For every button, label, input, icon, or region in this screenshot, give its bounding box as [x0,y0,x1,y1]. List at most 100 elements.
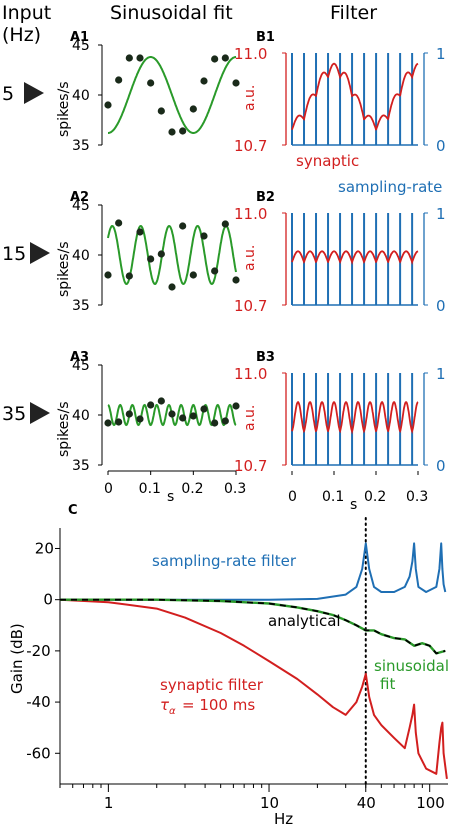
y-tick-label: 45 [72,358,90,374]
sample-point [221,54,229,62]
sample-point [168,128,176,136]
y-tick-label: -60 [26,744,51,762]
sample-point [147,79,155,87]
col-a-title: Sinusoidal fit [110,2,233,24]
synaptic-trace-line [291,250,419,265]
sample-point [221,417,229,425]
input-arrow-icon [30,242,50,264]
panels-a: A1 35 40 45 spikes/s A2 35 40 45 spikes/s A3 35 40 45… [56,30,246,505]
y-tick-label: 35 [72,138,90,154]
sample-point [200,232,208,240]
y-tick-label: 40 [72,408,90,424]
input-arrow-icon [24,82,44,104]
x-tick-label: 0 [104,481,113,497]
sinusoidal-fit-line [108,56,236,134]
sample-point [200,77,208,85]
annot-sinusoidal: sinusoidal [374,657,449,675]
sample-point [157,107,165,115]
sample-point [136,415,144,423]
sample-point [189,271,197,279]
series-analytical-line [60,598,446,655]
panel-a1: A1 35 40 45 spikes/s [56,30,240,154]
y-tick-label: -40 [26,693,51,711]
x-tick-label: 40 [357,794,376,812]
sample-point [189,105,197,113]
x-axis-label: Hz [274,810,293,824]
y-axis-label: spikes/s [56,401,72,457]
x-tick-label: 0.1 [322,489,344,505]
sample-point [179,127,187,135]
x-axis-label: s [350,497,357,513]
right-tick-label: 1 [436,205,446,223]
input-frequency-35: 35 [2,403,26,425]
panel-a3: A3 35 40 45 spikes/s 0 0.1 0.2 0.3 s [56,350,246,505]
panel-label: B3 [256,350,275,365]
sample-point [115,76,123,84]
sample-point [125,272,133,280]
sample-point [211,419,219,427]
y-tick-label: 35 [72,458,90,474]
sample-point [115,418,123,426]
left-tick-label: 10.7 [234,297,267,315]
sample-point [221,220,229,228]
left-axis-label: a.u. [242,85,258,111]
x-tick-label: 0.2 [181,481,203,497]
y-tick-label: 0 [43,591,53,609]
sample-point [136,228,144,236]
input-frequency-5: 5 [2,83,14,105]
annot-sampling: sampling-rate filter [152,552,297,570]
sample-point [211,267,219,275]
sample-point [104,101,112,109]
x-axis-label: s [167,489,174,505]
sample-point [136,54,144,62]
panels-b: B111.010.7a.u.10B211.010.7a.u.10B311.010… [234,30,446,513]
sample-point [168,283,176,291]
right-tick-label: 0 [436,457,446,475]
annot-tau-sub: α [169,706,176,717]
x-tick-label: 10 [260,794,279,812]
sample-point [168,410,176,418]
sample-point [179,222,187,230]
annot-fit: fit [380,675,395,693]
y-axis-label: spikes/s [56,81,72,137]
y-axis-label: Gain (dB) [8,623,26,694]
left-tick-label: 11.0 [234,45,267,63]
y-tick-label: 40 [72,88,90,104]
sample-point [211,55,219,63]
series-synaptic-filter-line [59,598,448,780]
input-label: Input [2,2,51,24]
y-tick-label: 45 [72,38,90,54]
x-tick-label: 0.2 [364,489,386,505]
annot-tau-symbol: τ [160,696,170,714]
x-tick-label: 0.3 [406,489,428,505]
sample-point [104,271,112,279]
sample-point [157,250,165,258]
sample-point [157,397,165,405]
panel-label: A3 [70,350,89,365]
panel-label: C [68,503,78,518]
right-tick-label: 1 [436,45,446,63]
left-tick-label: 11.0 [234,205,267,223]
panel-label: A1 [70,30,89,45]
sample-point [147,255,155,263]
y-axis-label: spikes/s [56,241,72,297]
right-tick-label: 0 [436,297,446,315]
annot-synaptic: synaptic filter [160,676,264,694]
x-tick-label: 100 [416,794,445,812]
y-tick-label: 35 [72,298,90,314]
annot-tau: = 100 ms [182,696,255,714]
legend-synaptic: synaptic [296,152,359,170]
left-axis-label: a.u. [242,405,258,431]
x-tick-label: 0.3 [224,481,246,497]
right-tick-label: 0 [436,137,446,155]
input-markers: 5 15 35 [2,82,50,425]
annot-analytical: analytical [268,612,341,630]
legend-sampling: sampling-rate [338,178,442,196]
y-tick-label: 40 [72,248,90,264]
left-axis-label: a.u. [242,245,258,271]
panel-a2: A2 35 40 45 spikes/s [56,190,240,314]
